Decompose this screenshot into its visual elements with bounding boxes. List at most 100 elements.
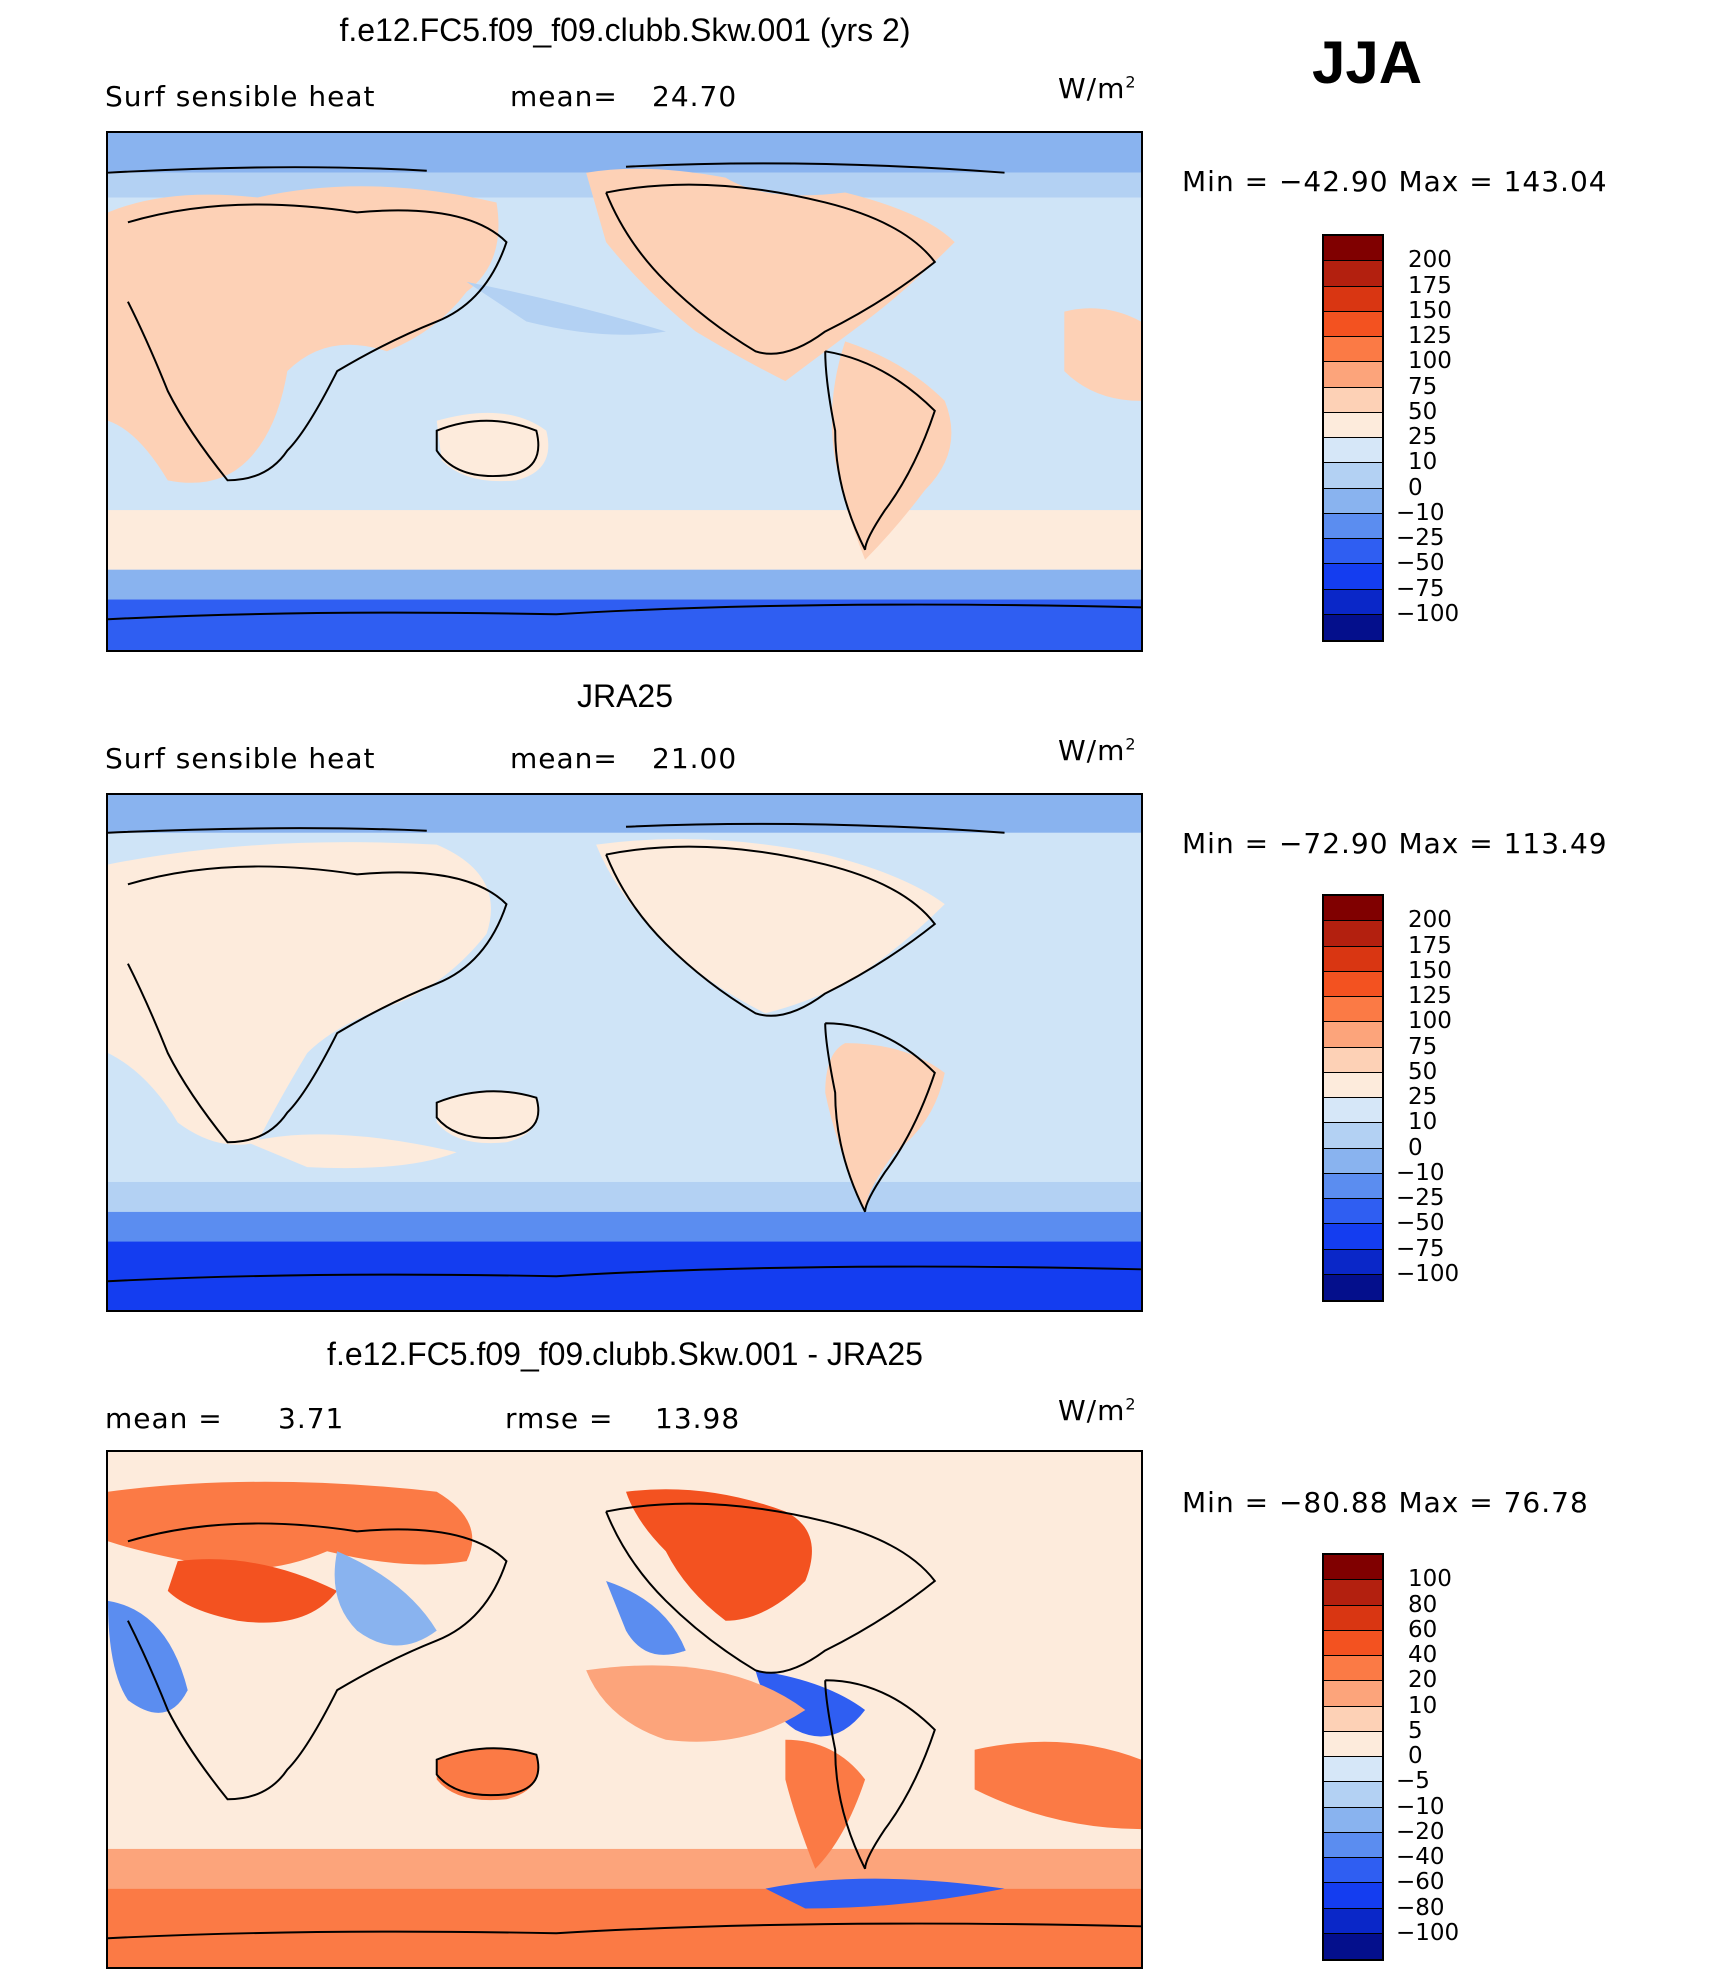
colorbar-box [1324, 946, 1382, 972]
colorbar-box [1324, 1681, 1382, 1707]
panel-3-rmse-label: rmse = [505, 1402, 614, 1435]
colorbar-tick-label: −100 [1396, 1260, 1460, 1287]
colorbar-tick-label: 25 [1408, 424, 1438, 450]
colorbar-tick-label: −20 [1396, 1818, 1445, 1845]
colorbar-box [1324, 1274, 1382, 1300]
colorbar-tick-label: −50 [1396, 550, 1445, 577]
colorbar-tick-label: −100 [1396, 1919, 1460, 1946]
colorbar-box [1324, 589, 1382, 615]
colorbar-box [1324, 1047, 1382, 1073]
colorbar-box [1324, 564, 1382, 590]
colorbar-box [1324, 1173, 1382, 1199]
panel-2-mean-value: 21.00 [652, 742, 738, 775]
season-label: JJA [1312, 29, 1423, 96]
colorbar-tick-label: 100 [1408, 1008, 1452, 1035]
colorbar-tick-label: 125 [1408, 323, 1452, 349]
colorbar-tick-label: 80 [1408, 1591, 1438, 1618]
panel-2-min-max: Min = −72.90 Max = 113.49 [1182, 827, 1608, 860]
colorbar-box [1324, 1249, 1382, 1275]
colorbar-tick-label: −75 [1396, 575, 1445, 602]
colorbar-box [1324, 488, 1382, 514]
colorbar-box [1324, 997, 1382, 1023]
panel-2-map [106, 793, 1143, 1312]
colorbar-tick-label: 75 [1408, 1033, 1438, 1060]
panel-1-units: W/m2 [1058, 72, 1137, 105]
colorbar-box [1324, 1757, 1382, 1783]
colorbar-tick-label: 100 [1408, 348, 1452, 375]
panel-2-units: W/m2 [1058, 734, 1137, 767]
panel-2-colorbar [1322, 894, 1384, 1302]
colorbar-tick-label: −80 [1396, 1894, 1445, 1921]
colorbar-box [1324, 463, 1382, 489]
panel-3-min-max: Min = −80.88 Max = 76.78 [1182, 1486, 1589, 1519]
colorbar-tick-label: 60 [1408, 1616, 1438, 1643]
panel-3-mean-value: 3.71 [278, 1402, 345, 1435]
panel-3-colorbar [1322, 1553, 1384, 1961]
colorbar-box [1324, 1908, 1382, 1934]
panel-3-rmse-value: 13.98 [655, 1402, 741, 1435]
colorbar-tick-label: −10 [1396, 1793, 1445, 1820]
colorbar-tick-label: −25 [1396, 525, 1445, 551]
panel-3-map [106, 1450, 1143, 1969]
panel-3-mean-label: mean = [105, 1402, 223, 1435]
colorbar-box [1324, 362, 1382, 388]
panel-3-title: f.e12.FC5.f09_f09.clubb.Skw.001 - JRA25 [327, 1336, 923, 1372]
panel-1-mean-label: mean= [510, 80, 618, 113]
colorbar-box [1324, 1656, 1382, 1682]
colorbar-tick-label: −5 [1396, 1768, 1430, 1795]
colorbar-box [1324, 1123, 1382, 1149]
colorbar-box [1324, 1832, 1382, 1858]
colorbar-tick-label: 10 [1408, 449, 1438, 476]
colorbar-box [1324, 1782, 1382, 1808]
colorbar-tick-label: 40 [1408, 1642, 1438, 1668]
colorbar-box [1324, 1883, 1382, 1909]
colorbar-box [1324, 896, 1382, 922]
colorbar-tick-label: 0 [1408, 1743, 1423, 1769]
colorbar-box [1324, 337, 1382, 363]
colorbar-tick-label: 100 [1408, 1566, 1452, 1593]
colorbar-box [1324, 387, 1382, 413]
colorbar-box [1324, 1555, 1382, 1581]
colorbar-tick-label: 150 [1408, 297, 1452, 324]
colorbar-box [1324, 1199, 1382, 1225]
panel-1-variable-label: Surf sensible heat [105, 80, 376, 113]
colorbar-tick-label: −10 [1396, 1159, 1445, 1186]
panel-1-title: f.e12.FC5.f09_f09.clubb.Skw.001 (yrs 2) [339, 12, 911, 48]
colorbar-box [1324, 1580, 1382, 1606]
colorbar-tick-label: 50 [1408, 398, 1438, 425]
colorbar-tick-label: 5 [1408, 1717, 1423, 1744]
colorbar-box [1324, 1630, 1382, 1656]
colorbar-box [1324, 412, 1382, 438]
colorbar-box [1324, 286, 1382, 312]
colorbar-box [1324, 1072, 1382, 1098]
colorbar-box [1324, 1224, 1382, 1250]
colorbar-tick-label: 50 [1408, 1058, 1438, 1085]
colorbar-box [1324, 311, 1382, 337]
colorbar-tick-label: 200 [1408, 247, 1452, 274]
colorbar-box [1324, 438, 1382, 464]
colorbar-box [1324, 236, 1382, 262]
colorbar-box [1324, 1148, 1382, 1174]
colorbar-tick-label: 125 [1408, 983, 1452, 1009]
colorbar-box [1324, 971, 1382, 997]
colorbar-tick-label: −40 [1396, 1844, 1445, 1870]
colorbar-box [1324, 539, 1382, 565]
panel-1-min-max: Min = −42.90 Max = 143.04 [1182, 165, 1608, 198]
colorbar-box [1324, 921, 1382, 947]
colorbar-tick-label: −60 [1396, 1869, 1445, 1896]
colorbar-tick-label: 200 [1408, 907, 1452, 934]
colorbar-box [1324, 513, 1382, 539]
colorbar-tick-label: 10 [1408, 1109, 1438, 1136]
colorbar-box [1324, 1807, 1382, 1833]
colorbar-tick-label: 10 [1408, 1692, 1438, 1719]
colorbar-tick-label: 25 [1408, 1084, 1438, 1110]
colorbar-box [1324, 1022, 1382, 1048]
colorbar-tick-label: 150 [1408, 957, 1452, 984]
colorbar-box [1324, 1098, 1382, 1124]
colorbar-box [1324, 1731, 1382, 1757]
panel-2-mean-label: mean= [510, 742, 618, 775]
colorbar-tick-label: 20 [1408, 1667, 1438, 1694]
colorbar-box [1324, 1858, 1382, 1884]
colorbar-tick-label: −75 [1396, 1235, 1445, 1262]
colorbar-box [1324, 1605, 1382, 1631]
